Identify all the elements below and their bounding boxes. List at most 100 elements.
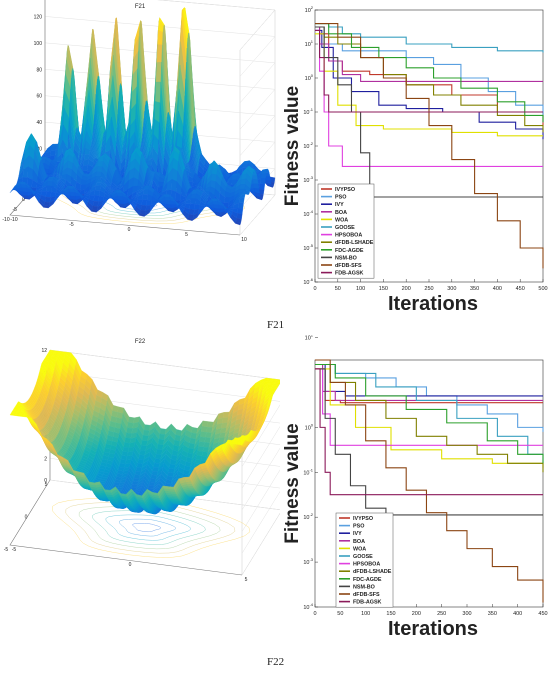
z-tick-label: 80 <box>36 67 42 73</box>
contour-lines <box>52 497 251 558</box>
series-line-goose <box>315 363 544 464</box>
y-tick-label: 10-1 <box>303 107 313 116</box>
legend-entry: FDB-AGSK <box>353 600 382 606</box>
y-tick-label: 10-4 <box>303 602 313 611</box>
y-tick-label: 10-2 <box>303 512 313 521</box>
legend-entry: dFDB-LSHADE <box>353 569 392 575</box>
y-tick-label: 5 <box>245 577 248 583</box>
y-tick-label: 10-6 <box>303 277 313 286</box>
y-tick-label: 10-1 <box>303 467 313 476</box>
convergence-plot-f21: 10-6 10-5 10-4 10-3 10-2 10-1 100 101 102 0 50 100 1… <box>280 0 550 318</box>
convergence-f22-svg: 10-4 10-3 10-2 10-1 100 101 0 50 100 150 200 250 300… <box>282 335 548 640</box>
y-axis-label: Fitness value <box>282 86 303 206</box>
legend-entry: HPSOBOA <box>335 233 362 239</box>
series-line-dfdb-sfs <box>315 359 544 603</box>
surface-mesh-f22 <box>9 349 280 515</box>
x-tick-label: -5 <box>4 547 9 553</box>
legend-entry: FDC-AGDE <box>353 577 382 583</box>
x-tick-label: 350 <box>488 611 497 617</box>
x-tick-label: 100 <box>361 611 370 617</box>
series-line-dfdb-sfs <box>315 23 544 269</box>
x-tick-label: 5 <box>45 482 48 488</box>
legend-entry: BOA <box>353 539 365 545</box>
y-tick-label: 5 <box>185 232 188 238</box>
legend-entry: WOA <box>353 546 366 552</box>
z-tick-label: 12 <box>41 348 47 354</box>
y-tick-label: 0 <box>129 562 132 568</box>
x-tick-label: 500 <box>538 286 547 292</box>
y-tick-label: 10-3 <box>303 175 313 184</box>
series-line-woa <box>315 368 544 468</box>
legend-entry: PSO <box>353 524 364 530</box>
y-tick-label: 10-2 <box>303 141 313 150</box>
x-tick-label: -5 <box>13 207 18 213</box>
y-tick-label: 101 <box>305 39 314 48</box>
x-tick-label: 300 <box>447 286 456 292</box>
x-tick-label: 150 <box>379 286 388 292</box>
x-tick-label: 200 <box>402 286 411 292</box>
legend-entry: dFDB-SFS <box>335 263 362 269</box>
legend-entry: FDC-AGDE <box>335 248 364 254</box>
series-line-fdc-agde <box>315 23 544 123</box>
z-tick-label: 100 <box>34 41 43 47</box>
legend-entry: BOA <box>335 210 347 216</box>
x-tick-label: 300 <box>462 611 471 617</box>
y-tick-label: 102 <box>305 5 314 14</box>
legend-entry: FDB-AGSK <box>335 271 364 277</box>
series-line-woa <box>315 33 543 137</box>
x-tick-label: 50 <box>337 611 343 617</box>
series-line-nsm-bo <box>315 26 543 198</box>
legend-box <box>317 183 375 279</box>
y-tick-label: 101 <box>305 335 314 342</box>
y-axis-label: Fitness value <box>282 423 303 543</box>
legend-entry: dFDB-LSHADE <box>335 240 374 246</box>
surface-title: F21 <box>135 4 146 10</box>
legend-entry: IVY <box>335 202 344 208</box>
surface-plot-f22: F2202468101250-5-505 <box>0 335 280 647</box>
caption-f22: F22 <box>267 656 285 668</box>
series-line-dfdb-lshade <box>315 363 544 473</box>
x-tick-label: -10 <box>2 217 9 223</box>
legend-entry: IVYPSO <box>353 516 373 522</box>
legend-entry: PSO <box>335 195 346 201</box>
surface-title: F22 <box>135 339 146 345</box>
legend-entry: dFDB-SFS <box>353 592 380 598</box>
x-tick-label: 400 <box>493 286 502 292</box>
x-tick-label: 450 <box>516 286 525 292</box>
y-tick-label: 10-3 <box>303 557 313 566</box>
legend-entry: IVYPSO <box>335 187 355 193</box>
convergence-plot-f22: 10-4 10-3 10-2 10-1 100 101 0 50 100 150 200 250 300… <box>280 335 550 653</box>
x-axis-label: Iterations <box>388 618 478 640</box>
convergence-f21-svg: 10-6 10-5 10-4 10-3 10-2 10-1 100 101 102 0 50 100 1… <box>282 5 548 315</box>
x-tick-label: 450 <box>538 611 547 617</box>
x-tick-label: 0 <box>22 197 25 203</box>
y-tick-label: -5 <box>69 222 74 228</box>
series-line-fdc-agde <box>315 363 544 464</box>
series-line-goose <box>315 23 544 53</box>
z-tick-label: 0 <box>44 478 47 484</box>
x-tick-label: 200 <box>412 611 421 617</box>
legend-entry: HPSOBOA <box>353 562 380 568</box>
x-tick-label: 150 <box>386 611 395 617</box>
legend-entry: GOOSE <box>353 554 373 560</box>
x-tick-label: 0 <box>25 515 28 521</box>
x-tick-label: 250 <box>424 286 433 292</box>
series-line-fdb-agsk <box>315 29 543 113</box>
legend-entry: IVY <box>353 531 362 537</box>
z-tick-label: 40 <box>36 120 42 126</box>
y-tick-label: 100 <box>305 422 314 431</box>
z-tick-label: 2 <box>44 456 47 462</box>
series-line-fdb-agsk <box>315 368 543 496</box>
legend-entry: NSM-BO <box>353 584 375 590</box>
y-tick-label: 10-5 <box>303 243 313 252</box>
legend-entry: WOA <box>335 217 348 223</box>
x-tick-label: 400 <box>513 611 522 617</box>
y-tick-label: -10 <box>10 217 17 223</box>
x-tick-label: 100 <box>356 286 365 292</box>
y-tick-label: 10 <box>241 237 247 243</box>
x-tick-label: 250 <box>437 611 446 617</box>
z-tick-label: 120 <box>34 14 43 20</box>
x-tick-label: 350 <box>470 286 479 292</box>
